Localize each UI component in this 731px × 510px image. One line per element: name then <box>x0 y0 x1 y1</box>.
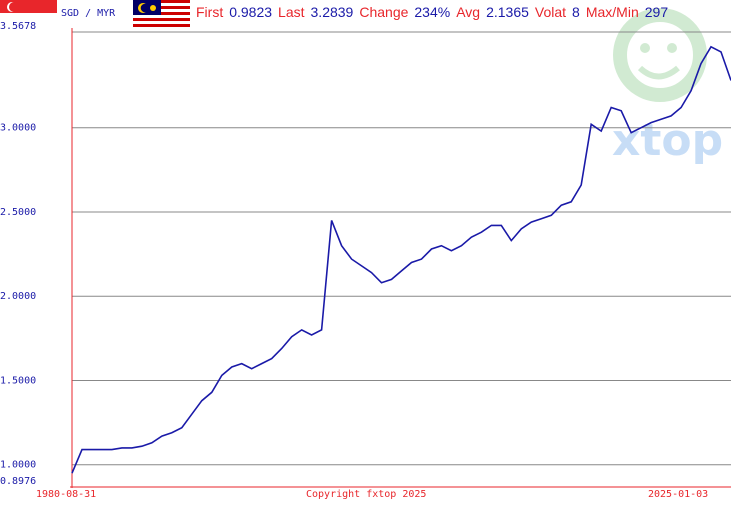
flag-my <box>133 0 190 28</box>
y-tick-label: 3.0000 <box>0 123 36 134</box>
stat-label: Change <box>359 4 408 20</box>
stat-label: Last <box>278 4 305 20</box>
price-line <box>71 45 731 474</box>
stat-label: First <box>196 4 223 20</box>
copyright: Copyright fxtop 2025 <box>306 489 426 500</box>
stat-label: Avg <box>456 4 480 20</box>
watermark-logo <box>613 8 707 102</box>
stat-value: 0.9823 <box>229 4 272 20</box>
stat-label: Volat <box>535 4 566 20</box>
y-tick-label: 2.0000 <box>0 291 36 302</box>
stat-value: 8 <box>572 4 580 20</box>
y-tick-label: 2.5000 <box>0 207 36 218</box>
stat-value: 2.1365 <box>486 4 529 20</box>
stats: First 0.9823 Last 3.2839 Change 234% Avg 2.1365… <box>196 4 668 20</box>
y-tick-label: 1.0000 <box>0 460 36 471</box>
x-end-label: 2025-01-03 <box>648 489 708 500</box>
x-start-label: 1980-08-31 <box>36 489 96 500</box>
pair-label: SGD / MYR <box>61 8 116 19</box>
y-tick-label: 1.5000 <box>0 375 36 386</box>
flag-sg <box>0 0 57 26</box>
y-tick-label: 0.8976 <box>0 476 36 487</box>
stat-label: Max/Min <box>586 4 639 20</box>
y-tick-label: 3.5678 <box>0 21 36 32</box>
stat-value: 234% <box>414 4 450 20</box>
watermark-text: xtop <box>612 115 723 166</box>
stat-value: 3.2839 <box>311 4 354 20</box>
stat-value: 297 <box>645 4 669 20</box>
